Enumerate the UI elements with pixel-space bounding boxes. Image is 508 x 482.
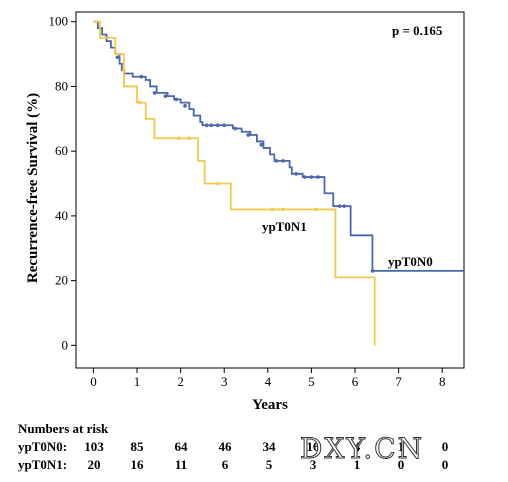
censor-mark-ypt0n0 (215, 123, 220, 128)
risk-count: 64 (174, 439, 188, 454)
censor-mark-ypt0n0 (309, 175, 314, 179)
risk-count: 6 (221, 457, 229, 472)
watermark: DXY.CN (299, 432, 425, 466)
risk-row-label: ypT0N0: (18, 439, 68, 454)
y-tick-label: 20 (55, 273, 68, 288)
y-tick-label: 100 (49, 14, 69, 29)
risk-table-header: Numbers at risk (18, 421, 109, 436)
censor-mark-ypt0n0 (222, 123, 227, 128)
risk-count: 46 (218, 439, 232, 454)
risk-count: 85 (130, 439, 144, 454)
x-tick-label: 4 (265, 374, 272, 389)
censor-mark-ypt0n0 (139, 74, 144, 79)
risk-count: 1 (353, 457, 361, 472)
risk-count: 20 (87, 457, 101, 472)
censor-mark-ypt0n0 (337, 204, 342, 208)
risk-count: 16 (306, 439, 320, 454)
censor-mark-ypt0n0 (246, 133, 251, 137)
y-tick-label: 0 (62, 337, 69, 352)
survival-curves (93, 20, 464, 346)
censor-mark-ypt0n0 (274, 159, 279, 163)
risk-count: 11 (174, 457, 188, 472)
survival-curve-ypt0n0 (93, 20, 464, 272)
censor-mark-ypt0n0 (163, 94, 168, 98)
censor-mark-ypt0n1 (281, 207, 285, 212)
censor-mark-ypt0n1 (313, 207, 318, 212)
censor-mark-ypt0n1 (176, 136, 181, 141)
censor-mark-ypt0n1 (122, 68, 126, 73)
x-axis-label: Years (252, 397, 288, 413)
censor-mark-ypt0n0 (303, 175, 307, 179)
y-tick-label: 60 (55, 143, 68, 158)
x-tick-label: 0 (90, 374, 97, 389)
x-tick-label: 1 (134, 374, 141, 389)
x-tick-label: 3 (221, 374, 228, 389)
risk-count: 0 (441, 439, 449, 454)
p-value-label: p = 0.165 (392, 23, 443, 38)
risk-row-label: ypT0N1: (18, 457, 68, 472)
censor-mark-ypt0n1 (270, 207, 274, 212)
series-label-ypt0n1: ypT0N1 (262, 219, 307, 234)
risk-count: 16 (130, 457, 144, 472)
x-tick-label: 5 (308, 374, 315, 389)
risk-count: 0 (441, 457, 449, 472)
risk-count: 1 (397, 439, 405, 454)
censor-mark-ypt0n0 (115, 55, 120, 60)
censor-mark-ypt0n0 (259, 142, 264, 147)
censor-mark-ypt0n0 (209, 123, 213, 128)
censor-mark-ypt0n0 (316, 175, 320, 179)
survival-curve-ypt0n1 (93, 20, 376, 346)
risk-count: 34 (262, 439, 276, 454)
risk-count: 3 (309, 457, 317, 472)
y-tick-label: 40 (55, 208, 68, 223)
x-tick-label: 8 (439, 374, 446, 389)
risk-count: 5 (265, 457, 273, 472)
censor-mark-ypt0n1 (187, 136, 192, 141)
censor-mark-ypt0n0 (204, 123, 209, 128)
censor-mark-ypt0n0 (342, 204, 346, 208)
censor-mark-ypt0n0 (294, 172, 298, 176)
censor-mark-ypt0n0 (233, 126, 237, 131)
censor-mark-ypt0n0 (183, 104, 187, 108)
risk-count: 4 (353, 439, 361, 454)
risk-count: 0 (397, 457, 405, 472)
y-tick-label: 80 (55, 78, 68, 93)
y-axis-ticks: 0 20 40 60 80 100 (49, 14, 76, 352)
series-label-ypt0n0: ypT0N0 (388, 254, 433, 269)
x-tick-label: 6 (352, 374, 359, 389)
x-tick-label: 2 (177, 374, 184, 389)
y-axis-label: Recurrence-free Survival (%) (25, 93, 41, 283)
censor-mark-ypt0n0 (370, 269, 375, 273)
plot-frame (75, 11, 465, 369)
x-tick-label: 7 (395, 374, 402, 389)
censor-mark-ypt0n1 (215, 181, 220, 186)
risk-count: 103 (84, 439, 104, 454)
censor-mark-ypt0n0 (174, 97, 179, 102)
censor-mark-ypt0n0 (281, 159, 285, 163)
censor-mark-ypt0n0 (152, 91, 157, 95)
censor-mark-ypt0n1 (137, 100, 142, 105)
x-axis-ticks: 0 1 2 3 4 5 6 7 8 (90, 368, 445, 389)
